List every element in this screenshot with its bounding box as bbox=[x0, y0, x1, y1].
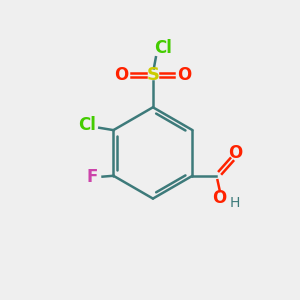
Text: S: S bbox=[146, 66, 159, 84]
Text: Cl: Cl bbox=[154, 39, 172, 57]
Text: O: O bbox=[212, 189, 226, 207]
Text: O: O bbox=[177, 66, 192, 84]
Text: O: O bbox=[114, 66, 129, 84]
Text: Cl: Cl bbox=[79, 116, 96, 134]
Text: F: F bbox=[86, 168, 98, 186]
Text: H: H bbox=[230, 196, 240, 210]
Text: O: O bbox=[228, 144, 242, 162]
